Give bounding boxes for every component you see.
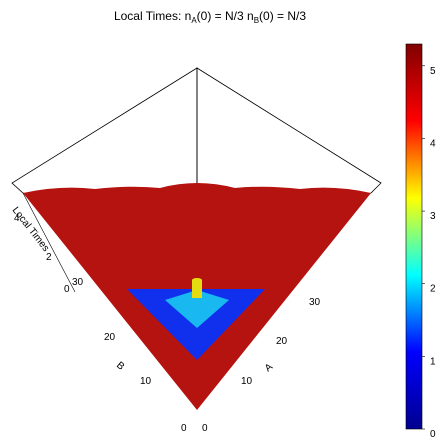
a-tick-label: 0 [202,423,208,434]
b-tick-label: 0 [181,423,187,434]
z-tick-label: 2 [46,252,52,263]
colorbar-tick-label: 1 [430,356,436,367]
colorbar-tick-label: 0 [430,429,436,440]
colorbar: 0 1 2 3 4 5 [405,43,436,440]
b-tick-label: 30 [72,277,84,288]
z-tick-label: 0 [64,284,70,295]
surface-peak-top [192,278,202,282]
b-tick-label: 20 [104,332,116,343]
a-axis-label: A [263,361,275,374]
b-axis-label: B [114,360,126,373]
colorbar-ticks: 0 1 2 3 4 5 [422,65,436,440]
a-tick-label: 30 [309,297,321,308]
colorbar-fill [405,43,423,430]
chart-title: Local Times: nA(0) = N/3 nB(0) = N/3 [114,9,306,25]
a-tick-label: 20 [276,336,288,347]
surface-mid-cone [165,290,229,328]
colorbar-tick-label: 5 [430,66,436,77]
a-tick-label: 10 [241,376,253,387]
colorbar-tick-label: 3 [430,211,436,222]
colorbar-tick-label: 2 [430,284,436,295]
surface [23,183,371,410]
surface-peak [192,280,202,298]
z-tick-label: 4 [14,213,20,224]
colorbar-tick-label: 4 [430,138,436,149]
b-tick-label: 10 [140,376,152,387]
